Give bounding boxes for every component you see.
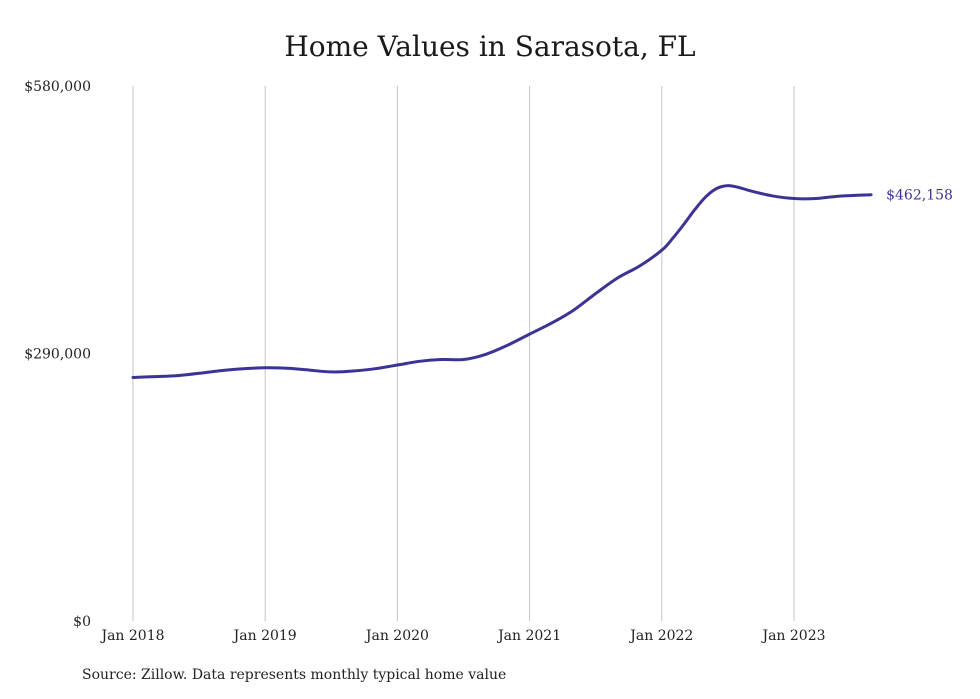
x-axis-ticks: Jan 2018 Jan 2019 Jan 2020 Jan 2021 Jan 2022… — [99, 628, 825, 644]
series-layer — [131, 184, 873, 379]
end-value-label: $462,158 — [886, 188, 953, 204]
x-tick-label: Jan 2019 — [232, 628, 297, 644]
y-axis-ticks: $0 $290,000 $580,000 — [24, 79, 91, 630]
end-label-layer: $462,158 — [886, 188, 953, 204]
gridlines — [132, 86, 795, 621]
chart-title: Home Values in Sarasota, FL — [284, 30, 696, 63]
x-tick-label: Jan 2021 — [496, 628, 561, 644]
y-tick-label: $580,000 — [24, 79, 91, 95]
series-line-0 — [131, 184, 873, 379]
x-tick-label: Jan 2022 — [628, 628, 693, 644]
source-note: Source: Zillow. Data represents monthly … — [82, 667, 507, 683]
y-tick-label: $0 — [73, 614, 91, 630]
x-tick-label: Jan 2020 — [364, 628, 429, 644]
x-tick-label: Jan 2018 — [99, 628, 164, 644]
y-tick-label: $290,000 — [24, 347, 91, 363]
x-tick-label: Jan 2023 — [760, 628, 825, 644]
